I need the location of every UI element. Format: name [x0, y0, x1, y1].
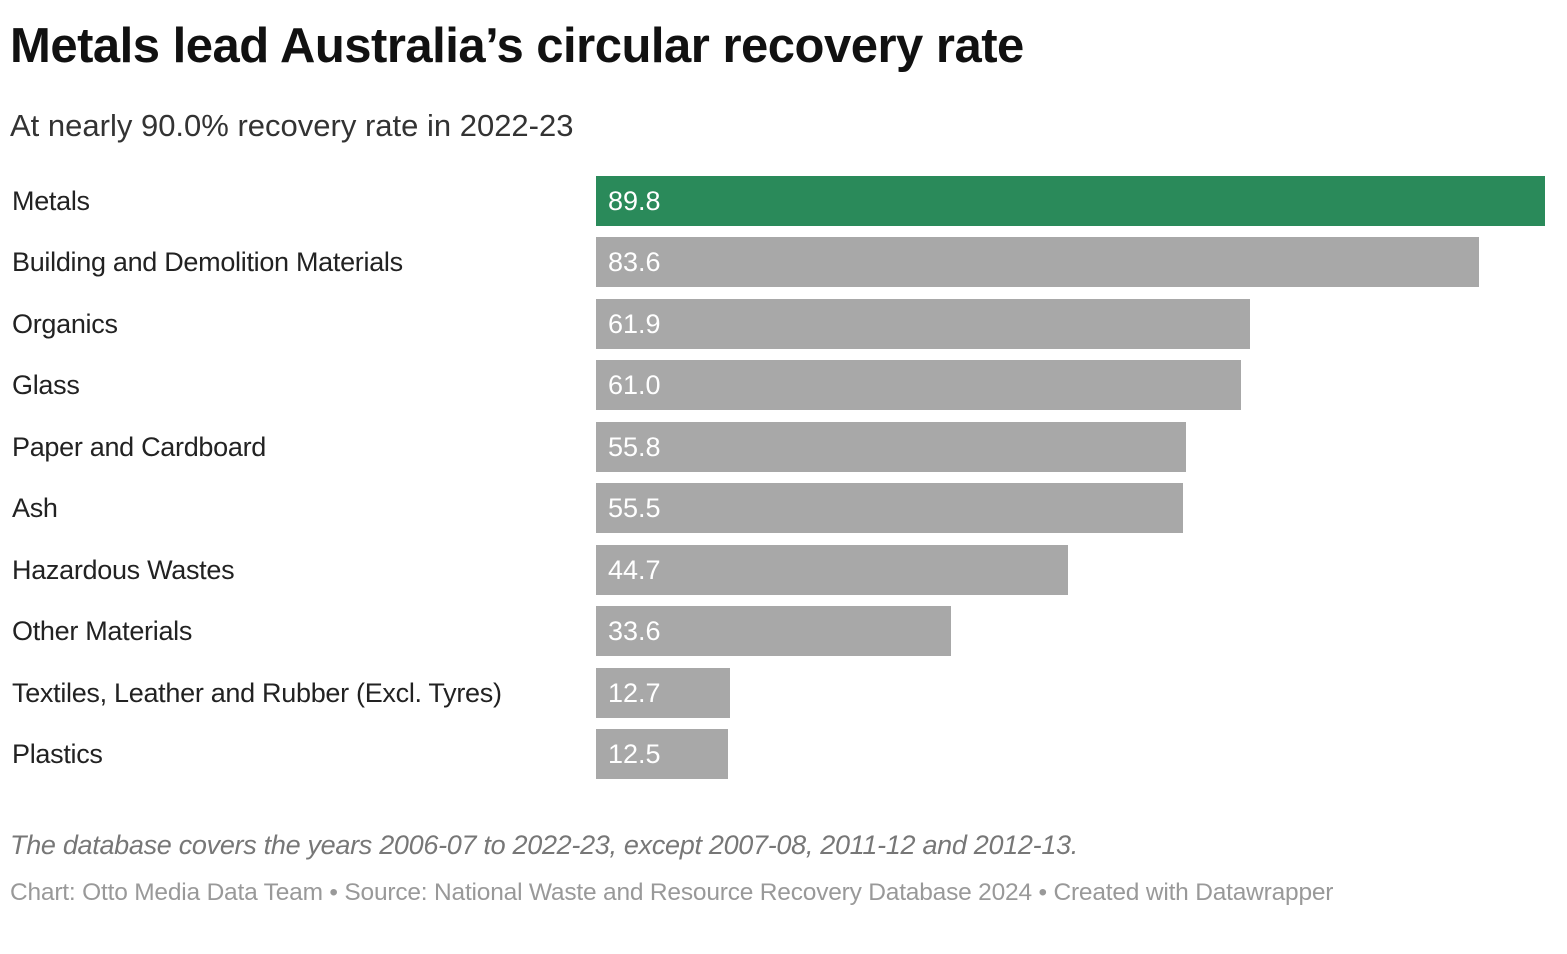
category-label: Hazardous Wastes	[12, 554, 235, 585]
bar: 61.0	[596, 360, 1241, 411]
value-label: 33.6	[608, 616, 661, 647]
value-label: 61.9	[608, 308, 661, 339]
bar-row: Building and Demolition Materials 83.6	[0, 237, 1567, 288]
category-label: Ash	[12, 493, 58, 524]
bar-row: Glass 61.0	[0, 360, 1567, 411]
bar: 12.7	[596, 667, 731, 718]
category-label: Building and Demolition Materials	[12, 247, 403, 278]
bar: 55.8	[596, 421, 1186, 472]
value-label: 83.6	[608, 247, 661, 278]
bar: 89.8	[596, 176, 1545, 226]
bar-row: Other Materials 33.6	[0, 606, 1567, 657]
bar: 55.5	[596, 483, 1183, 534]
category-label: Textiles, Leather and Rubber (Excl. Tyre…	[12, 677, 502, 708]
bar-row: Organics 61.9	[0, 298, 1567, 349]
value-label: 12.5	[608, 739, 661, 770]
bar: 83.6	[596, 237, 1480, 288]
bar: 44.7	[596, 544, 1069, 595]
bar-row: Metals 89.8	[0, 176, 1567, 226]
bar: 12.5	[596, 729, 729, 780]
category-label: Glass	[12, 370, 80, 401]
bar-row: Textiles, Leather and Rubber (Excl. Tyre…	[0, 667, 1567, 718]
value-label: 44.7	[608, 554, 661, 585]
chart-subtitle: At nearly 90.0% recovery rate in 2022-23	[10, 108, 574, 143]
category-label: Metals	[12, 186, 90, 216]
bar-row: Ash 55.5	[0, 483, 1567, 534]
chart-note: The database covers the years 2006-07 to…	[10, 830, 1078, 860]
bar: 33.6	[596, 606, 952, 657]
bar: 61.9	[596, 298, 1251, 349]
category-label: Plastics	[12, 739, 103, 770]
value-label: 12.7	[608, 677, 661, 708]
chart-title: Metals lead Australia’s circular recover…	[10, 19, 1024, 73]
value-label: 55.5	[608, 493, 661, 524]
category-label: Other Materials	[12, 616, 193, 647]
category-label: Paper and Cardboard	[12, 431, 266, 462]
value-label: 89.8	[608, 186, 661, 216]
category-label: Organics	[12, 308, 118, 339]
bar-row: Hazardous Wastes 44.7	[0, 544, 1567, 595]
bar-row: Plastics 12.5	[0, 729, 1567, 780]
chart-source: Chart: Otto Media Data Team • Source: Na…	[10, 879, 1334, 906]
value-label: 55.8	[608, 431, 661, 462]
value-label: 61.0	[608, 370, 661, 401]
bar-row: Paper and Cardboard 55.8	[0, 421, 1567, 472]
